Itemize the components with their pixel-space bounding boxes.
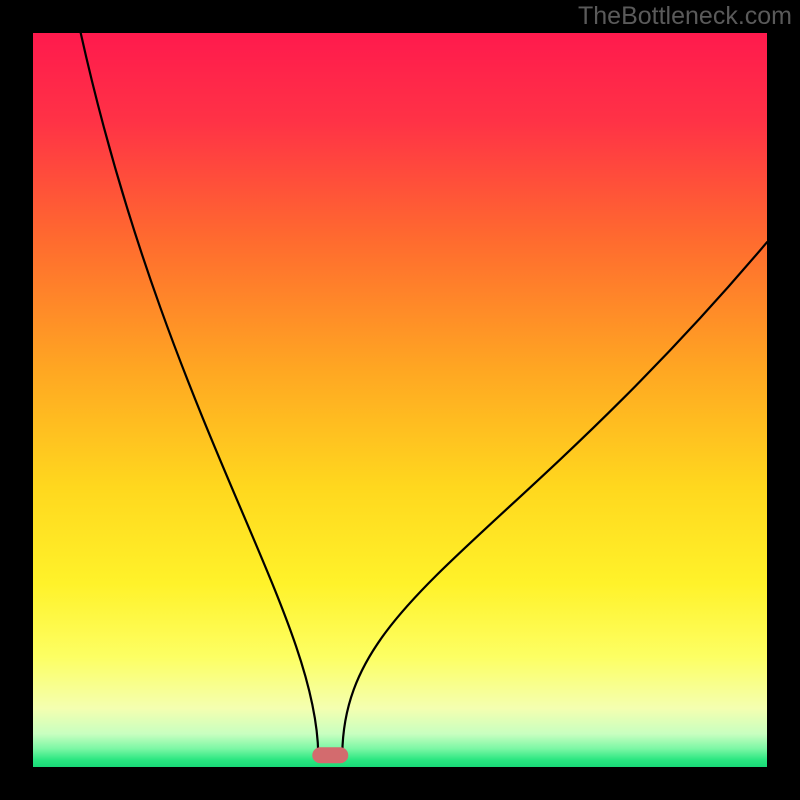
plot-area bbox=[33, 33, 767, 767]
chart-container: TheBottleneck.com bbox=[0, 0, 800, 800]
optimum-marker bbox=[312, 747, 348, 763]
bottleneck-chart bbox=[0, 0, 800, 800]
watermark-text: TheBottleneck.com bbox=[578, 2, 792, 31]
